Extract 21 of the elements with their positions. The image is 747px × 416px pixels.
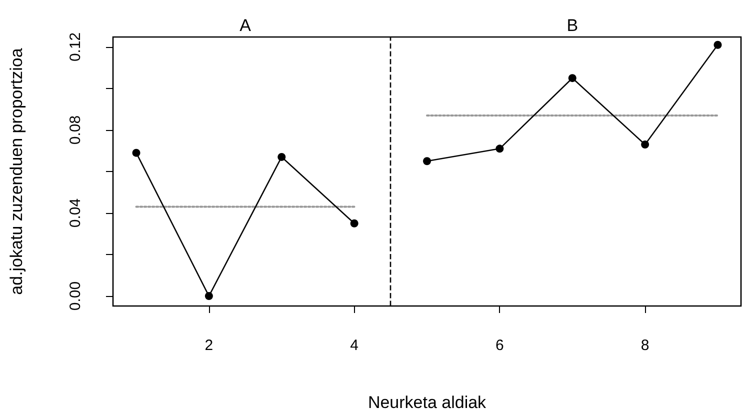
- point: [568, 74, 576, 82]
- point: [714, 40, 722, 49]
- point: [641, 140, 650, 149]
- x-tick-label: 8: [640, 337, 650, 354]
- y-tick-label: 0.04: [67, 198, 84, 228]
- x-tick-label: 6: [496, 337, 504, 354]
- point: [423, 157, 431, 166]
- point: [350, 219, 358, 228]
- y-axis-title: ad.jokatu zuzenduen proportzioa: [7, 48, 26, 295]
- point: [278, 152, 286, 161]
- text: B: [566, 16, 578, 35]
- point: [132, 148, 140, 157]
- y-tick-label: 0.12: [67, 32, 84, 62]
- point: [496, 144, 504, 153]
- y-tick-label: 0.08: [67, 115, 84, 145]
- text: A: [240, 16, 252, 35]
- x-tick-label: 2: [204, 337, 214, 354]
- x-axis-title: Neurketa aldiak: [368, 393, 487, 412]
- point: [204, 292, 213, 300]
- y-tick-label: 0.00: [67, 281, 84, 311]
- x-tick-label: 4: [350, 337, 358, 354]
